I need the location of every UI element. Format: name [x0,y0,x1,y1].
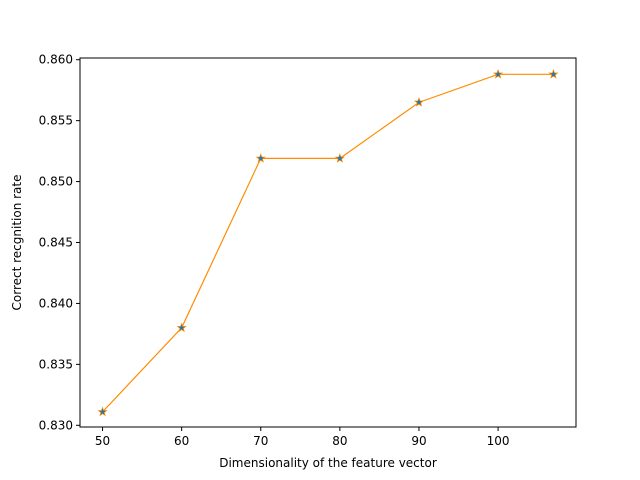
data-point-star [492,68,504,79]
x-tick-label: 80 [332,434,347,448]
data-point-star [334,152,346,163]
y-axis-label: Correct recgnition rate [10,175,24,311]
y-tick-label: 0.845 [39,236,73,250]
data-point-star [97,406,108,417]
chart-marks [97,68,559,417]
x-tick-label: 100 [487,434,510,448]
data-point-star [548,68,559,79]
y-tick-label: 0.835 [39,357,73,371]
data-point-star [413,96,425,107]
plot-area [80,58,576,427]
y-tick-label: 0.855 [39,114,73,128]
y-tick-label: 0.830 [39,418,73,432]
y-tick-label: 0.860 [39,53,73,67]
x-axis-ticks: 50 60 70 80 90 100 [95,427,510,448]
x-tick-label: 70 [253,434,268,448]
x-axis-label: Dimensionality of the feature vector [219,456,437,470]
data-point-star [176,322,187,333]
x-tick-label: 60 [174,434,189,448]
x-tick-label: 90 [411,434,426,448]
data-point-star [255,152,266,163]
y-tick-label: 0.850 [39,175,73,189]
x-tick-label: 50 [95,434,110,448]
y-tick-label: 0.840 [39,296,73,310]
y-axis-ticks: 0.830 0.835 0.840 0.845 0.850 0.855 0.860 [39,53,80,432]
